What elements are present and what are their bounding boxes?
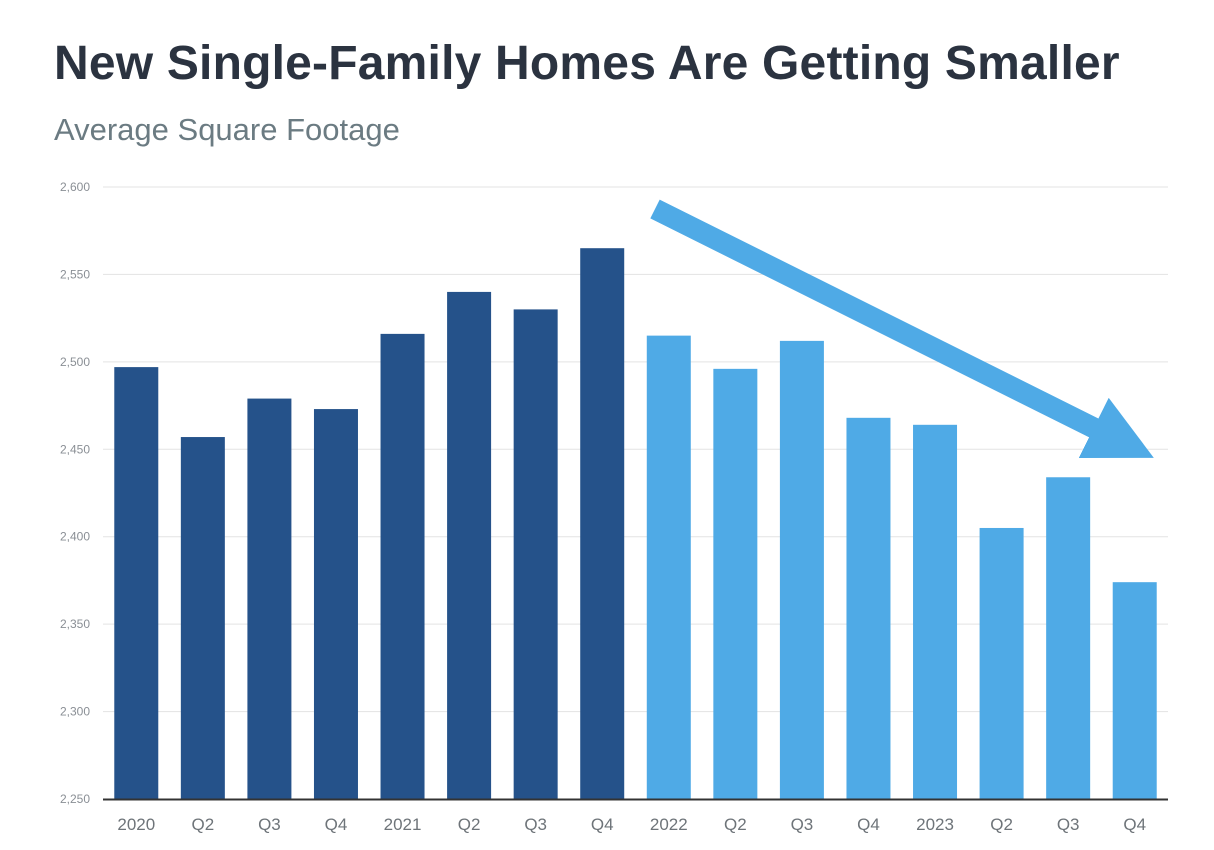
- chart-title: New Single-Family Homes Are Getting Smal…: [54, 37, 1120, 90]
- y-tick-label: 2,400: [60, 530, 90, 544]
- bar-2: [247, 398, 292, 799]
- chart-subtitle: Average Square Footage: [54, 112, 400, 147]
- bar-7: [580, 248, 625, 799]
- y-tick-label: 2,450: [60, 442, 90, 456]
- x-tick-label: Q2: [990, 815, 1013, 834]
- y-tick-label: 2,600: [60, 180, 90, 194]
- x-tick-label: Q3: [1057, 815, 1080, 834]
- trend-arrow-icon: [650, 199, 1154, 458]
- bar-0: [114, 367, 159, 799]
- x-tick-label: Q3: [791, 815, 814, 834]
- bar-6: [513, 309, 558, 799]
- y-axis-ticks: 2,250 2,300 2,350 2,400 2,450 2,500 2,550 2,600: [60, 180, 90, 806]
- bar-8: [646, 335, 691, 799]
- x-tick-label: Q3: [258, 815, 281, 834]
- bar-3: [313, 409, 358, 799]
- x-tick-label: Q4: [591, 815, 614, 834]
- y-tick-label: 2,500: [60, 355, 90, 369]
- bar-15: [1112, 582, 1157, 799]
- x-tick-label: Q4: [325, 815, 348, 834]
- bar-5: [447, 291, 492, 799]
- x-tick-label: Q2: [458, 815, 481, 834]
- y-tick-label: 2,300: [60, 705, 90, 719]
- bars: [114, 248, 1157, 799]
- bar-4: [380, 333, 425, 799]
- bar-14: [1046, 477, 1091, 799]
- x-tick-label: Q3: [524, 815, 547, 834]
- y-tick-label: 2,550: [60, 267, 90, 281]
- bar-11: [846, 417, 891, 799]
- x-tick-label: 2022: [650, 815, 688, 834]
- x-tick-label: 2021: [384, 815, 422, 834]
- bar-9: [713, 368, 758, 799]
- x-axis-ticks: 2020 Q2 Q3 Q4 2021 Q2 Q3 Q4 2022 Q2 Q3 Q4 2023 Q2 Q3 Q4: [117, 815, 1146, 834]
- x-tick-label: 2020: [117, 815, 155, 834]
- x-tick-label: Q2: [192, 815, 215, 834]
- bar-1: [180, 437, 225, 799]
- x-tick-label: Q2: [724, 815, 747, 834]
- x-tick-label: Q4: [857, 815, 880, 834]
- y-tick-label: 2,250: [60, 792, 90, 806]
- x-tick-label: Q4: [1123, 815, 1146, 834]
- x-tick-label: 2023: [916, 815, 954, 834]
- bar-12: [913, 424, 958, 799]
- y-tick-label: 2,350: [60, 617, 90, 631]
- bar-13: [979, 527, 1024, 799]
- bar-10: [779, 340, 824, 799]
